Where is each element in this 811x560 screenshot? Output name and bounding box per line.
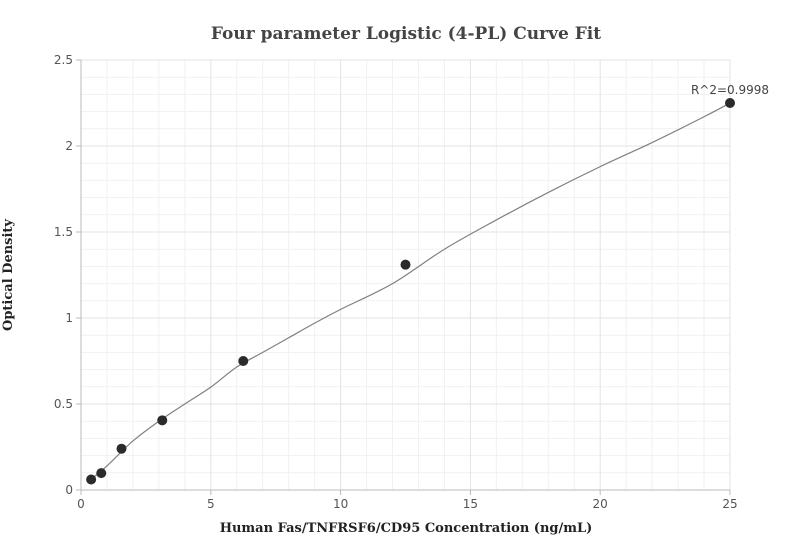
x-tick-label: 15	[463, 497, 478, 511]
x-tick-label: 20	[593, 497, 608, 511]
chart-title: Four parameter Logistic (4-PL) Curve Fit	[211, 24, 601, 44]
x-tick-label: 0	[77, 497, 85, 511]
y-axis-ticks: 0 0.5 1 1.5 2 2.5	[54, 53, 81, 497]
data-point	[400, 259, 411, 270]
r-squared-annotation: R^2=0.9998	[691, 83, 769, 97]
y-tick-label: 1.5	[54, 225, 73, 239]
y-axis-title: Optical Density	[1, 219, 16, 331]
y-tick-label: 1	[65, 311, 73, 325]
x-axis-title: Human Fas/TNFRSF6/CD95 Concentration (ng…	[220, 521, 593, 536]
data-point	[116, 443, 127, 454]
data-point	[96, 468, 107, 479]
y-tick-label: 2	[65, 139, 73, 153]
x-tick-label: 5	[207, 497, 215, 511]
data-point	[238, 356, 249, 366]
x-axis-ticks: 0 5 10 15 20 25	[77, 490, 738, 511]
grid	[81, 59, 731, 490]
data-point	[725, 98, 735, 108]
data-point	[86, 474, 97, 485]
y-tick-label: 0.5	[54, 397, 73, 411]
data-point	[157, 415, 168, 426]
x-tick-label: 10	[333, 497, 348, 511]
y-tick-label: 2.5	[54, 53, 73, 67]
fit-curve-line	[90, 102, 731, 480]
axes	[80, 60, 730, 491]
y-tick-label: 0	[65, 483, 73, 497]
x-tick-label: 25	[722, 497, 737, 511]
data-points	[86, 98, 735, 485]
